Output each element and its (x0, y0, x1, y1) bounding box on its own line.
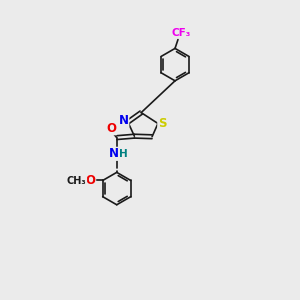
Text: N: N (109, 147, 119, 160)
Text: O: O (106, 122, 116, 135)
Text: CH₃: CH₃ (67, 176, 87, 186)
Text: H: H (119, 149, 128, 159)
Text: CF₃: CF₃ (171, 28, 190, 38)
Text: O: O (85, 174, 96, 187)
Text: N: N (119, 114, 129, 127)
Text: S: S (158, 117, 166, 130)
